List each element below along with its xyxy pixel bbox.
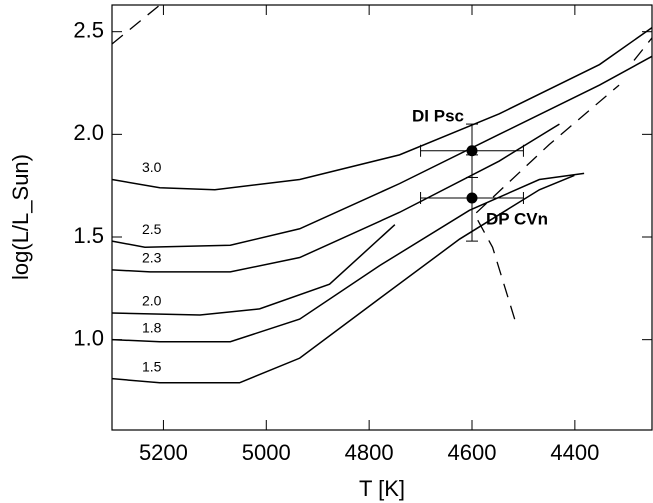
- dashed-line: [473, 84, 620, 320]
- star-label: DI Psc: [412, 106, 464, 125]
- dashed-line: [111, 4, 161, 45]
- y-tick-label: 2.0: [73, 120, 104, 145]
- star-point: [466, 145, 478, 157]
- track-line: [111, 123, 560, 273]
- plot-frame: [111, 4, 653, 431]
- track-label: 2.3: [142, 250, 162, 266]
- track-label: 1.5: [142, 358, 162, 374]
- y-tick-label: 1.0: [73, 325, 104, 350]
- track-label: 2.0: [142, 293, 162, 309]
- y-tick-label: 1.5: [73, 223, 104, 248]
- x-tick-label: 5000: [242, 440, 291, 465]
- x-axis-title: T [K]: [359, 476, 405, 501]
- x-tick-label: 4400: [550, 440, 599, 465]
- track-label: 1.8: [142, 319, 162, 335]
- track-line: [111, 26, 653, 191]
- track-line: [111, 172, 585, 343]
- y-axis-title: log(L/L_Sun): [8, 154, 33, 280]
- star-label: DP CVn: [486, 209, 548, 228]
- y-tick-label: 2.5: [73, 18, 104, 43]
- dashed-line: [633, 37, 653, 61]
- track-line: [111, 174, 575, 384]
- track-line: [111, 55, 653, 249]
- track-line: [111, 224, 396, 316]
- track-label: 2.5: [142, 221, 162, 237]
- x-tick-label: 4800: [345, 440, 394, 465]
- x-tick-label: 4600: [448, 440, 497, 465]
- x-tick-label: 5200: [139, 440, 188, 465]
- star-point: [466, 192, 478, 204]
- track-label: 3.0: [142, 159, 162, 175]
